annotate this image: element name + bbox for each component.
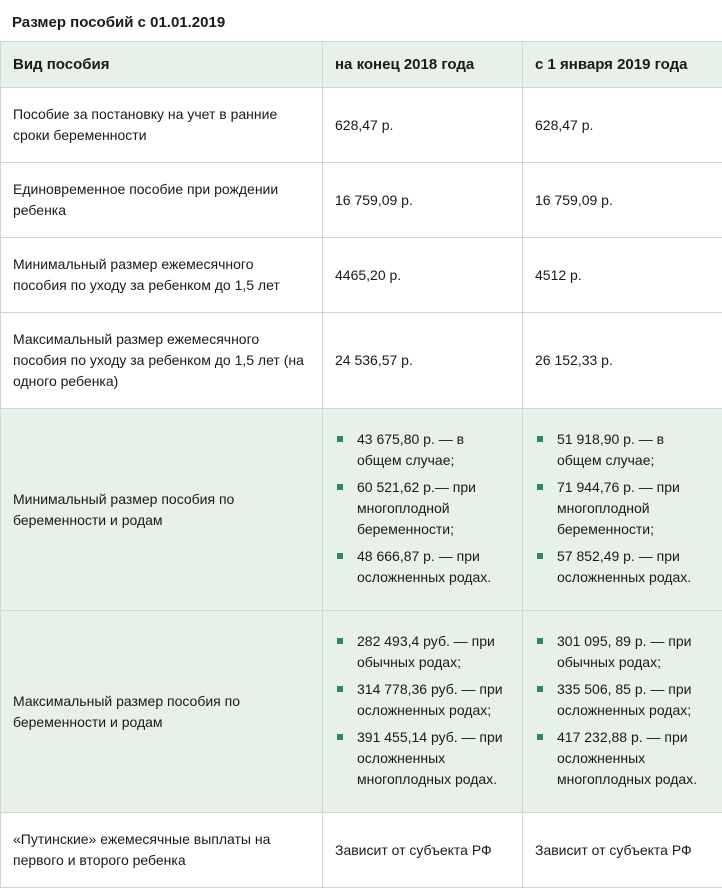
table-row: «Путинские» ежемесячные выплаты на перво… [1,813,722,888]
cell-2018: 628,47 р. [323,88,523,163]
cell-2019: 301 095, 89 р. — при обычных родах; 335 5… [523,611,722,813]
col-header-type: Вид пособия [1,42,323,88]
cell-2018: 4465,20 р. [323,238,523,313]
list-item: 314 778,36 руб. — при осложненных родах; [353,679,510,721]
cell-label: Пособие за постановку на учет в ранние с… [1,88,323,163]
list-item: 282 493,4 руб. — при обычных родах; [353,631,510,673]
cell-2018: 24 536,57 р. [323,313,523,409]
cell-2019: 628,47 р. [523,88,722,163]
value-list: 43 675,80 р. — в общем случае; 60 521,62 … [335,429,510,588]
cell-label: Единовременное пособие при рождении ребе… [1,163,323,238]
col-header-2019: с 1 января 2019 года [523,42,722,88]
table-row: Минимальный размер ежемесячного пособия … [1,238,722,313]
cell-2018: 43 675,80 р. — в общем случае; 60 521,62 … [323,409,523,611]
cell-2018: 282 493,4 руб. — при обычных родах; 314 7… [323,611,523,813]
cell-label: Минимальный размер ежемесячного пособия … [1,238,323,313]
list-item: 60 521,62 р.— при многоплодной беременно… [353,477,510,540]
list-item: 43 675,80 р. — в общем случае; [353,429,510,471]
table-header-row: Вид пособия на конец 2018 года с 1 январ… [1,42,722,88]
list-item: 391 455,14 руб. — при осложненных многоп… [353,727,510,790]
value-list: 51 918,90 р. — в общем случае; 71 944,76 … [535,429,710,588]
cell-label: Максимальный размер пособия по беременно… [1,611,323,813]
cell-label: Минимальный размер пособия по беременнос… [1,409,323,611]
list-item: 71 944,76 р. — при многоплодной беременн… [553,477,710,540]
cell-2019: 26 152,33 р. [523,313,722,409]
list-item: 57 852,49 р. — при осложненных родах. [553,546,710,588]
list-item: 48 666,87 р. — при осложненных родах. [353,546,510,588]
benefits-table: Вид пособия на конец 2018 года с 1 январ… [0,41,722,888]
table-row: Пособие за постановку на учет в ранние с… [1,88,722,163]
cell-2019: Зависит от субъекта РФ [523,813,722,888]
list-item: 417 232,88 р. — при осложненных многопло… [553,727,710,790]
cell-2018: Зависит от субъекта РФ [323,813,523,888]
cell-2019: 16 759,09 р. [523,163,722,238]
value-list: 282 493,4 руб. — при обычных родах; 314 7… [335,631,510,790]
cell-label: Максимальный размер ежемесячного пособия… [1,313,323,409]
value-list: 301 095, 89 р. — при обычных родах; 335 5… [535,631,710,790]
cell-2018: 16 759,09 р. [323,163,523,238]
table-row: Минимальный размер пособия по беременнос… [1,409,722,611]
list-item: 301 095, 89 р. — при обычных родах; [553,631,710,673]
cell-2019: 4512 р. [523,238,722,313]
table-row: Единовременное пособие при рождении ребе… [1,163,722,238]
cell-2019: 51 918,90 р. — в общем случае; 71 944,76 … [523,409,722,611]
cell-label: «Путинские» ежемесячные выплаты на перво… [1,813,323,888]
list-item: 335 506, 85 р. — при осложненных родах; [553,679,710,721]
table-row: Максимальный размер ежемесячного пособия… [1,313,722,409]
page-title: Размер пособий с 01.01.2019 [0,0,722,41]
col-header-2018: на конец 2018 года [323,42,523,88]
table-row: Максимальный размер пособия по беременно… [1,611,722,813]
list-item: 51 918,90 р. — в общем случае; [553,429,710,471]
